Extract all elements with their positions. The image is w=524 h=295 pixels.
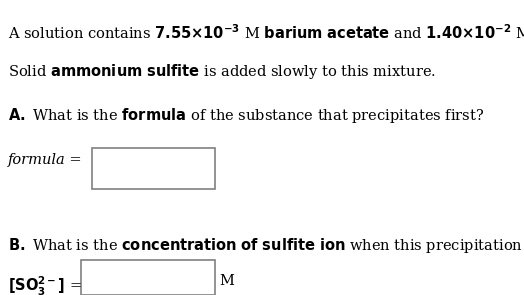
Text: A solution contains $\mathbf{7.55{\times}10^{-3}}$ M $\mathbf{barium\ acetate}$ : A solution contains $\mathbf{7.55{\times…: [8, 24, 524, 42]
Text: $\mathbf{[SO_3^{2-}]}$ =: $\mathbf{[SO_3^{2-}]}$ =: [8, 274, 82, 295]
Text: M: M: [219, 274, 234, 288]
Bar: [81, 260, 215, 295]
Bar: [92, 148, 215, 189]
Text: Solid $\mathbf{ammonium\ sulfite}$ is added slowly to this mixture.: Solid $\mathbf{ammonium\ sulfite}$ is ad…: [8, 62, 436, 81]
Text: $\mathbf{B.}$ What is the $\mathbf{concentration\ of\ sulfite\ ion}$ when this p: $\mathbf{B.}$ What is the $\mathbf{conce…: [8, 236, 524, 255]
Text: $\mathbf{A.}$ What is the $\mathbf{formula}$ of the substance that precipitates : $\mathbf{A.}$ What is the $\mathbf{formu…: [8, 106, 484, 125]
Text: formula =: formula =: [8, 153, 82, 167]
